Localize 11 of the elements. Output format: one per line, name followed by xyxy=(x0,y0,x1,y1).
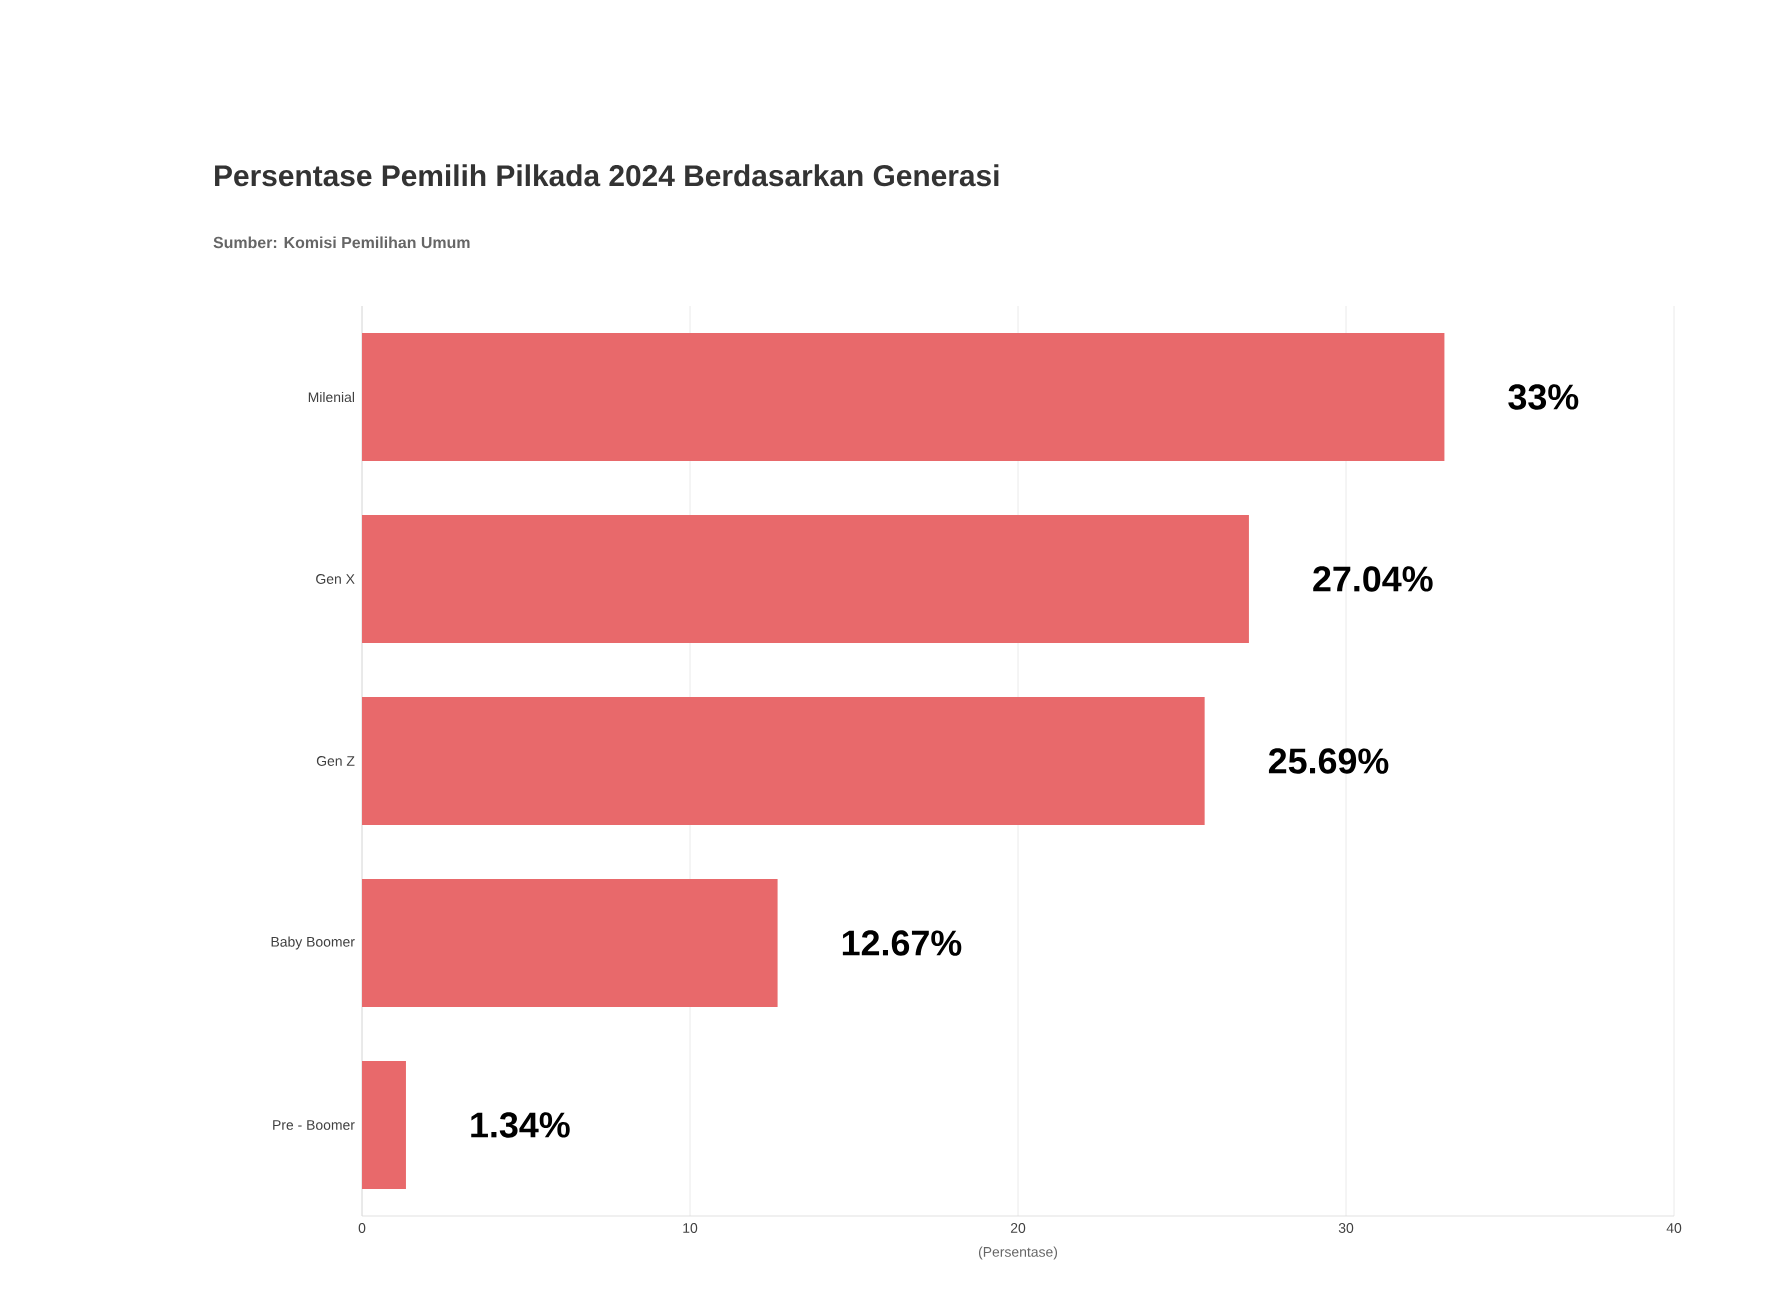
chart-title: Persentase Pemilih Pilkada 2024 Berdasarkan Generasi xyxy=(215,164,999,187)
bar xyxy=(362,697,1205,825)
data-label: 33% xyxy=(1508,384,1579,410)
bar xyxy=(362,332,1445,461)
data-label: 12.67% xyxy=(842,930,962,956)
data-label: 27.04% xyxy=(1313,566,1433,592)
data-label: 1.34% xyxy=(471,1112,570,1138)
bar xyxy=(362,514,1249,643)
data-label: 25.69% xyxy=(1268,748,1389,774)
bar xyxy=(362,1061,406,1189)
bar xyxy=(362,879,778,1007)
